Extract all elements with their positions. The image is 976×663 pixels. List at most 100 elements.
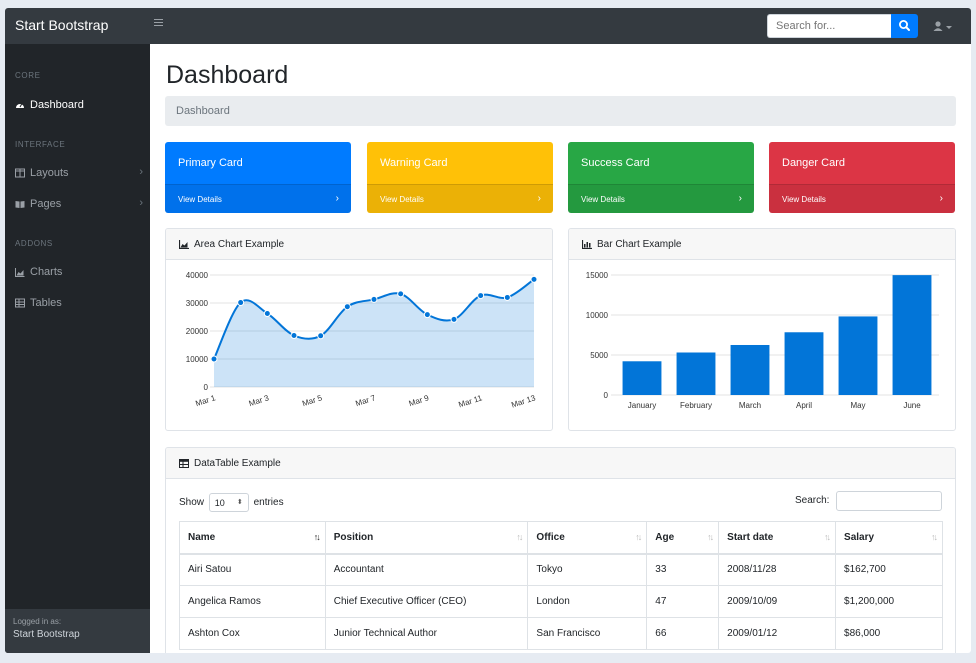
column-header-name[interactable]: Name ↑↓: [179, 521, 326, 555]
sort-icon: ↑↓: [824, 532, 831, 542]
bar: [730, 344, 770, 395]
sidebar-section-core: CORE: [15, 71, 41, 80]
chevron-right-icon: ›: [335, 193, 339, 204]
entries-label: entries: [253, 497, 284, 509]
column-header-office[interactable]: Office ↑↓: [527, 521, 648, 555]
success-card: Success Card View Details ›: [568, 142, 754, 213]
cell-name: Angelica Ramos: [179, 585, 326, 618]
panel-title: Area Chart Example: [194, 239, 285, 250]
column-header-position[interactable]: Position ↑↓: [324, 521, 529, 555]
cell-name: Ashton Cox: [179, 617, 326, 650]
x-tick-label: January: [628, 401, 656, 410]
x-tick-label: Mar 3: [248, 393, 271, 408]
table-header-row: Name ↑↓ Position ↑↓ Office ↑↓ Age ↑↓ Start d…: [179, 521, 943, 555]
cell-age: 66: [646, 617, 720, 650]
panel-title: Bar Chart Example: [597, 239, 682, 250]
column-header-salary[interactable]: Salary ↑↓: [835, 521, 943, 555]
column-label: Name: [188, 531, 216, 543]
search-button[interactable]: [891, 14, 918, 38]
card-view-details-link[interactable]: View Details ›: [568, 184, 754, 213]
chevron-right-icon: ›: [139, 197, 143, 209]
card-view-details-link[interactable]: View Details ›: [367, 184, 553, 213]
table-search-input[interactable]: [836, 491, 942, 511]
x-tick-label: May: [850, 401, 865, 410]
book-icon: [15, 201, 25, 208]
sidebar-item-dashboard[interactable]: Dashboard: [15, 98, 143, 114]
panel-title: DataTable Example: [194, 458, 281, 469]
table-icon: [15, 298, 25, 308]
y-tick-label: 15000: [586, 271, 609, 280]
bar: [838, 316, 878, 395]
sidebar-section-interface: INTERFACE: [15, 140, 66, 149]
x-tick-label: Mar 9: [408, 393, 431, 408]
table-row: Angelica Ramos Chief Executive Officer (…: [179, 585, 943, 618]
x-tick-label: April: [796, 401, 812, 410]
y-tick-label: 0: [204, 383, 209, 392]
y-tick-label: 40000: [186, 271, 209, 280]
data-point: [450, 315, 458, 323]
x-tick-label: Mar 11: [457, 393, 483, 409]
sidebar-item-label: Dashboard: [30, 99, 84, 111]
dashboard-icon: [16, 103, 24, 108]
area-fill: [214, 279, 534, 387]
area-chart-icon: [15, 268, 25, 277]
y-tick-label: 0: [604, 391, 609, 400]
card-view-details-link[interactable]: View Details ›: [165, 184, 351, 213]
card-view-details-link[interactable]: View Details ›: [769, 184, 955, 213]
data-point: [343, 303, 351, 311]
entries-length-control: Show 10 ⬍ entries: [179, 493, 284, 512]
bar: [892, 275, 932, 395]
app-window: Start Bootstrap CORE Dashboard INTERFACE: [5, 8, 971, 653]
card-link-label: View Details: [782, 195, 826, 204]
data-table: Name ↑↓ Position ↑↓ Office ↑↓ Age ↑↓ Start d…: [179, 521, 943, 650]
sidebar-item-tables[interactable]: Tables: [15, 296, 143, 312]
search-input[interactable]: [767, 14, 891, 38]
cell-age: 47: [646, 585, 720, 618]
sidebar-item-label: Tables: [30, 297, 62, 309]
data-point: [237, 299, 245, 307]
cell-name: Airi Satou: [179, 553, 326, 586]
x-tick-label: Mar 13: [510, 393, 537, 409]
cell-salary: $86,000: [835, 617, 943, 650]
column-label: Start date: [727, 531, 774, 543]
sidebar: CORE Dashboard INTERFACE Layouts › Pages…: [5, 44, 150, 653]
cell-start-date: 2009/10/09: [718, 585, 837, 618]
area-chart-icon: [179, 240, 189, 249]
area-chart-panel: Area Chart Example 0 10000 20000 30000 40000…: [165, 228, 553, 431]
cell-office: San Francisco: [527, 617, 648, 650]
warning-card: Warning Card View Details ›: [367, 142, 553, 213]
panel-header: Bar Chart Example: [569, 229, 955, 260]
entries-select[interactable]: 10 ⬍: [208, 493, 249, 512]
select-arrows-icon: ⬍: [236, 499, 243, 506]
area-chart: 0 10000 20000 30000 40000 Mar 1 Mar 3 Mar 5 Mar …: [186, 271, 538, 410]
card-title: Success Card: [581, 157, 650, 169]
sidebar-item-pages[interactable]: Pages ›: [15, 197, 143, 213]
column-label: Position: [333, 531, 374, 543]
column-header-start-date[interactable]: Start date ↑↓: [718, 521, 837, 555]
bar: [622, 361, 662, 395]
sidebar-item-layouts[interactable]: Layouts ›: [15, 166, 143, 182]
cell-salary: $1,200,000: [835, 585, 943, 618]
data-point: [530, 275, 538, 283]
x-tick-label: Mar 7: [354, 393, 377, 408]
brand-link[interactable]: Start Bootstrap: [15, 17, 109, 33]
sidebar-item-charts[interactable]: Charts: [15, 265, 143, 281]
top-navbar: Start Bootstrap: [5, 8, 971, 44]
user-menu-button[interactable]: [933, 20, 957, 32]
cell-position: Junior Technical Author: [324, 617, 529, 650]
y-tick-label: 10000: [186, 355, 209, 364]
card-link-label: View Details: [178, 195, 222, 204]
card-link-label: View Details: [581, 195, 625, 204]
sidebar-toggle-icon[interactable]: [154, 19, 163, 29]
caret-down-icon: [946, 26, 952, 29]
bar-chart-icon: [582, 240, 592, 249]
sidebar-item-label: Layouts: [30, 167, 69, 179]
sidebar-footer: Logged in as: Start Bootstrap: [5, 609, 150, 653]
column-header-age[interactable]: Age ↑↓: [646, 521, 720, 555]
x-tick-label: June: [903, 401, 921, 410]
breadcrumb: Dashboard: [165, 96, 956, 126]
sidebar-item-label: Pages: [30, 198, 62, 210]
bar-chart-panel: Bar Chart Example 0 5000 10000 15000 January…: [568, 228, 956, 431]
cell-position: Accountant: [324, 553, 529, 586]
page-title: Dashboard: [166, 61, 289, 89]
